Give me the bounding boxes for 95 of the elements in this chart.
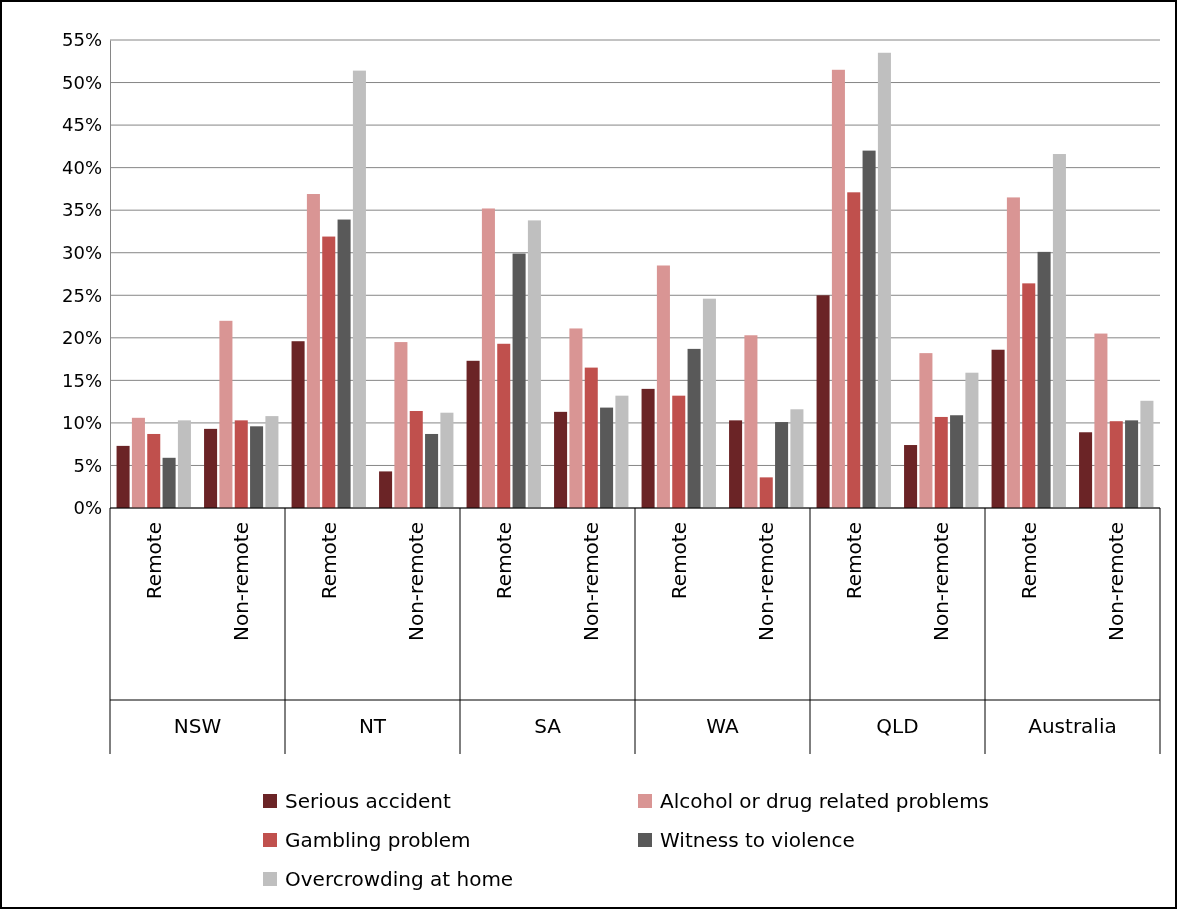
bar [162, 457, 176, 508]
bar [965, 372, 979, 508]
bar [744, 335, 758, 508]
bar [877, 52, 891, 508]
x-tick-label: Non-remote [929, 522, 954, 642]
bar [306, 194, 320, 508]
x-tick-label: Remote [841, 522, 866, 600]
bar [934, 416, 948, 508]
bar [409, 411, 423, 508]
text: NSW [173, 714, 222, 738]
y-tick-label: 35% [61, 199, 102, 221]
legend-label: Serious accident [285, 789, 451, 813]
bar [204, 428, 218, 508]
bar [615, 395, 629, 508]
x-tick-label: Remote [491, 522, 516, 600]
bar [600, 407, 614, 508]
bar [322, 236, 336, 508]
bar [687, 348, 701, 508]
bar [147, 433, 161, 508]
bar [672, 395, 686, 508]
x-tick-label: Remote [1016, 522, 1041, 600]
bar [425, 433, 439, 508]
bar [265, 416, 279, 508]
bar [919, 353, 933, 508]
y-tick-label: 15% [61, 369, 102, 391]
bar [352, 70, 366, 508]
y-tick-label: 5% [73, 454, 102, 476]
y-tick-label: 40% [61, 156, 102, 178]
bar [527, 220, 541, 508]
legend-label: Gambling problem [285, 828, 471, 852]
bar [847, 192, 861, 508]
legend-label: Alcohol or drug related problems [660, 789, 990, 813]
bar [862, 150, 876, 508]
bar [337, 219, 351, 508]
bar [497, 343, 511, 508]
bar [950, 415, 964, 508]
bar [219, 320, 233, 508]
bar [1109, 421, 1123, 508]
bar [177, 420, 191, 508]
bar [1022, 283, 1036, 508]
bar [904, 445, 918, 508]
bar [584, 367, 598, 508]
bar [1140, 400, 1154, 508]
bar [291, 341, 305, 508]
y-tick-label: 0% [73, 497, 102, 519]
bar [759, 477, 773, 508]
x-tick-label: Remote [666, 522, 691, 600]
bar [569, 328, 583, 508]
bar [1079, 432, 1093, 508]
x-tick-label: Non-remote [754, 522, 779, 642]
y-tick-label: 20% [61, 327, 102, 349]
bar [1037, 251, 1051, 508]
x-tick-label: Remote [316, 522, 341, 600]
bar [554, 411, 568, 508]
text: SA [534, 714, 562, 738]
bar [512, 253, 526, 508]
bar [656, 265, 670, 508]
text: WA [706, 714, 739, 738]
y-tick-label: 10% [61, 412, 102, 434]
legend-label: Witness to violence [660, 828, 855, 852]
y-tick-label: 50% [61, 71, 102, 93]
bar [379, 471, 393, 508]
bar [1125, 420, 1139, 508]
x-tick-label: Non-remote [579, 522, 604, 642]
bar [991, 349, 1005, 508]
bar [702, 298, 716, 508]
y-tick-label: 25% [61, 284, 102, 306]
text: Australia [1028, 714, 1117, 738]
x-tick-label: Remote [141, 522, 166, 600]
bar [1052, 154, 1066, 508]
bar [394, 342, 408, 508]
bar [250, 426, 264, 508]
x-tick-label: Non-remote [229, 522, 254, 642]
bar [641, 388, 655, 508]
y-tick-label: 55% [61, 29, 102, 51]
bar [116, 445, 130, 508]
x-tick-label: Non-remote [1104, 522, 1129, 642]
bar [466, 360, 480, 508]
bar [831, 69, 845, 508]
bar [481, 208, 495, 508]
bar [234, 420, 248, 508]
bar [1006, 197, 1020, 508]
bar [1094, 333, 1108, 508]
y-tick-label: 30% [61, 241, 102, 263]
text: NT [358, 714, 387, 738]
bar [131, 417, 145, 508]
y-tick-label: 45% [61, 114, 102, 136]
bar [790, 409, 804, 508]
text: QLD [876, 714, 919, 738]
bar [775, 422, 789, 508]
x-tick-label: Non-remote [404, 522, 429, 642]
legend-label: Overcrowding at home [285, 867, 514, 891]
bar [440, 412, 454, 508]
bar [729, 420, 743, 508]
bar [816, 295, 830, 508]
